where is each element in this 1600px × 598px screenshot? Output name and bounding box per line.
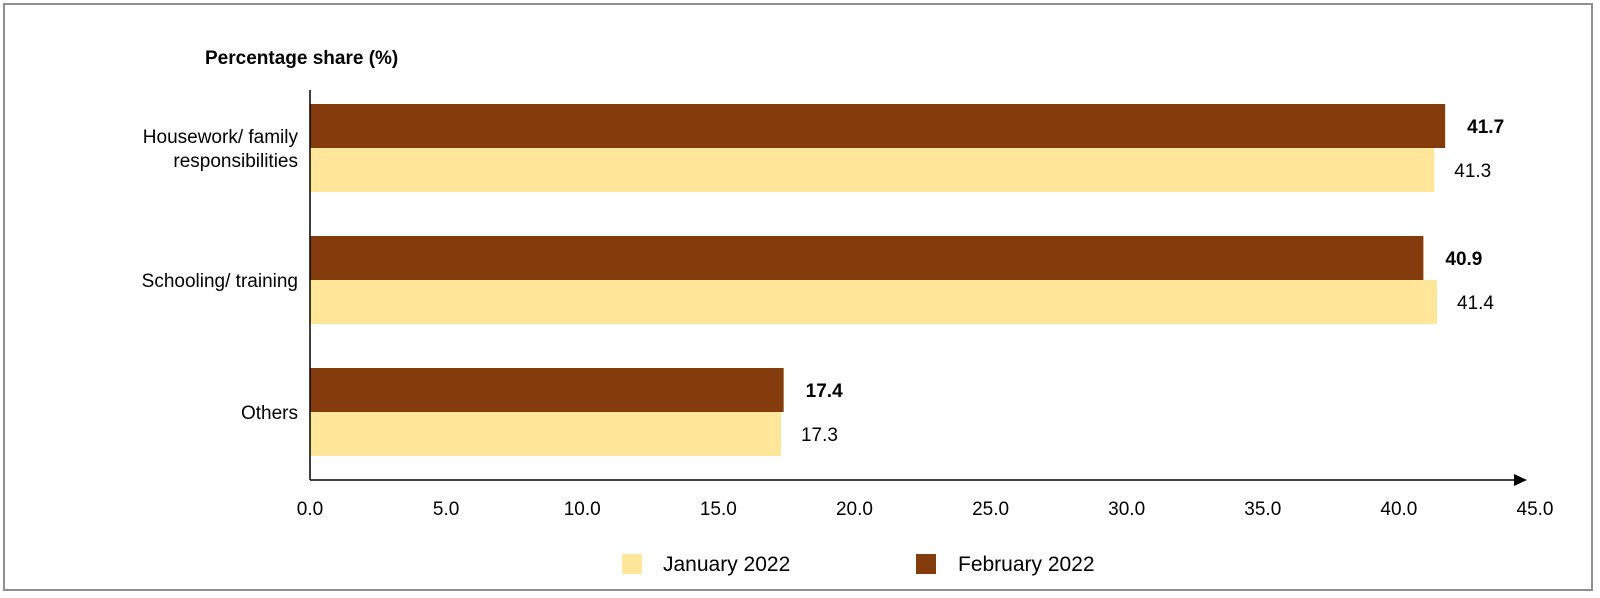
x-tick-label-9: 45.0 — [1517, 499, 1554, 520]
bar-january-1 — [310, 280, 1437, 324]
bar-january-0 — [310, 148, 1435, 192]
data-label-february-2: 17.4 — [806, 381, 843, 402]
x-tick-label-8: 40.0 — [1380, 499, 1417, 520]
x-axis-arrow — [1514, 474, 1527, 486]
legend: January 2022 February 2022 — [622, 553, 1095, 576]
x-tick-label-6: 30.0 — [1108, 499, 1145, 520]
category-label-2-0: Others — [241, 403, 298, 424]
data-label-february-0: 41.7 — [1467, 117, 1504, 138]
legend-swatch-0 — [622, 554, 642, 574]
x-tick-label-4: 20.0 — [836, 499, 873, 520]
axes-group — [309, 90, 1527, 486]
x-tick-label-1: 5.0 — [433, 499, 459, 520]
legend-swatch-1 — [916, 554, 936, 574]
data-label-january-1: 41.4 — [1457, 293, 1494, 314]
bar-february-1 — [310, 236, 1424, 280]
bar-january-2 — [310, 412, 781, 456]
data-label-january-2: 17.3 — [801, 425, 838, 446]
x-tick-label-5: 25.0 — [972, 499, 1009, 520]
legend-label-1: February 2022 — [958, 553, 1095, 576]
x-tick-label-2: 10.0 — [564, 499, 601, 520]
category-label-0-0: Housework/ family — [143, 127, 299, 148]
y-axis-title: Percentage share (%) — [205, 48, 398, 69]
bars-group — [310, 104, 1446, 456]
bar-february-2 — [310, 368, 784, 412]
x-tick-label-0: 0.0 — [297, 499, 323, 520]
x-tick-label-7: 35.0 — [1244, 499, 1281, 520]
category-label-1-0: Schooling/ training — [142, 271, 298, 292]
x-tick-labels-group: 0.0 5.0 10.0 15.0 20.0 25.0 30.0 35.0 40.0 45.0 — [297, 499, 1554, 520]
value-labels-group: 41.7 41.3 40.9 41.4 17.4 17.3 — [801, 117, 1504, 446]
category-label-0-1: responsibilities — [173, 151, 298, 172]
bar-february-0 — [310, 104, 1446, 148]
x-tick-label-3: 15.0 — [700, 499, 737, 520]
data-label-february-1: 40.9 — [1445, 249, 1482, 270]
data-label-january-0: 41.3 — [1454, 161, 1491, 182]
legend-label-0: January 2022 — [663, 553, 790, 576]
category-labels-group: Housework/ family responsibilities Schooli… — [142, 127, 299, 424]
